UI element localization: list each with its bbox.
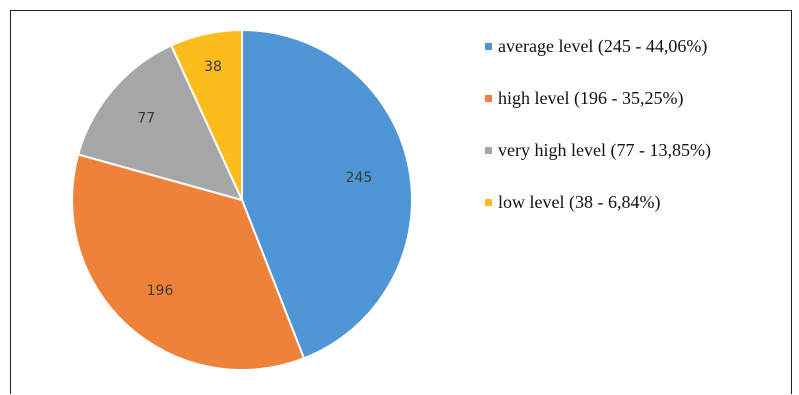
slice-label-average: 245: [346, 170, 373, 186]
legend-swatch-very-high: [485, 147, 492, 154]
legend-swatch-low: [485, 199, 492, 206]
legend-item-low: low level (38 - 6,84%): [485, 192, 660, 213]
pie-slice-high: [71, 153, 306, 372]
legend-label-high: high level (196 - 35,25%): [498, 88, 684, 108]
legend-label-very-high: very high level (77 - 13,85%): [498, 140, 711, 160]
slice-label-high: 196: [147, 283, 174, 299]
legend-label-low: low level (38 - 6,84%): [498, 192, 661, 212]
legend-item-average: average level (245 - 44,06%): [485, 36, 707, 57]
slice-label-very-high: 77: [137, 110, 155, 126]
pie-slice-low: [169, 28, 243, 201]
pie-slice-average: [241, 28, 414, 360]
pie-slice-very-high: [76, 44, 244, 202]
slice-label-low: 38: [204, 59, 222, 75]
legend-item-high: high level (196 - 35,25%): [485, 88, 683, 109]
legend-swatch-average: [485, 43, 492, 50]
chart-frame: [10, 10, 792, 394]
legend-swatch-high: [485, 95, 492, 102]
legend-item-very-high: very high level (77 - 13,85%): [485, 140, 711, 161]
legend-label-average: average level (245 - 44,06%): [498, 36, 708, 56]
